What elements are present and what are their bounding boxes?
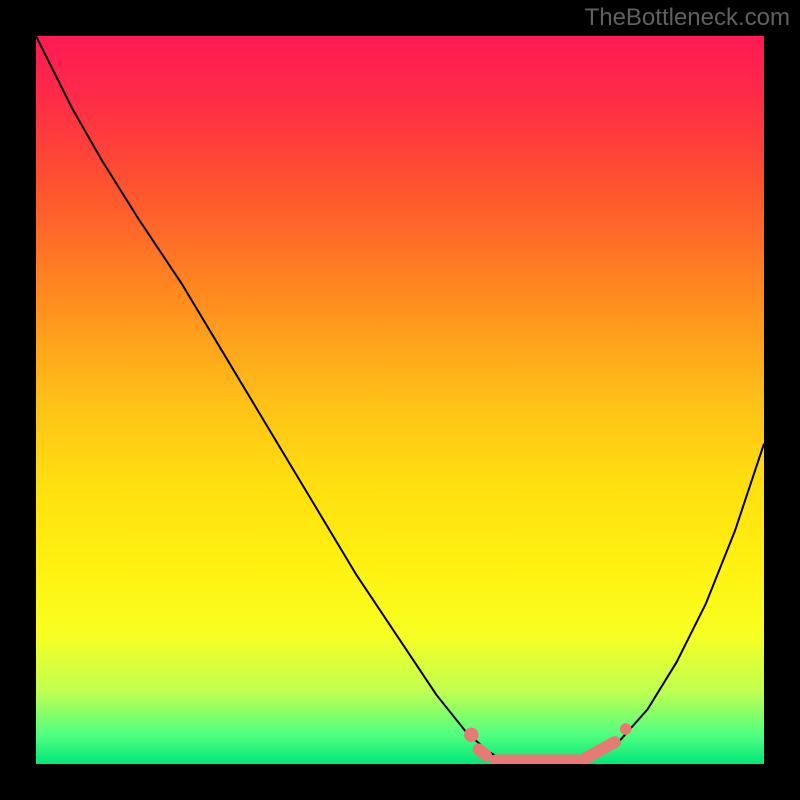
chart-container: TheBottleneck.com [0,0,800,800]
accent-dot [464,728,479,743]
plot-background [36,36,764,764]
accent-dot [620,723,632,735]
accent-segment [479,749,486,755]
watermark-text: TheBottleneck.com [585,4,790,32]
plot-svg [36,36,764,764]
plot-area [36,36,764,764]
